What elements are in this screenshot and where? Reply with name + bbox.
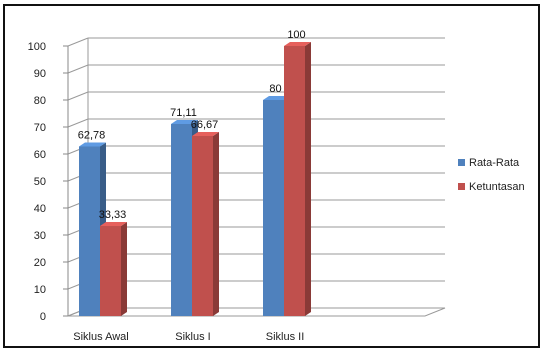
legend-swatch	[458, 159, 465, 166]
bar-top	[263, 96, 290, 100]
y-tick-label: 70	[34, 122, 46, 134]
bar-top	[284, 42, 311, 46]
bar-side	[213, 131, 219, 316]
legend-label: Ketuntasan	[469, 181, 525, 193]
bar-ketuntasan	[284, 46, 305, 316]
y-tick-label: 0	[40, 311, 46, 323]
bar-top	[192, 131, 219, 136]
y-tick-label: 20	[34, 257, 46, 269]
gridline-side	[67, 118, 89, 128]
bar-side	[121, 222, 127, 316]
data-label: 33,33	[99, 209, 127, 221]
gridline-side	[67, 91, 89, 101]
bar-ketuntasan	[192, 135, 213, 316]
gridline-side	[67, 37, 89, 47]
bar-rata-rata	[79, 146, 100, 316]
legend-swatch	[458, 183, 465, 190]
bar-top	[79, 142, 106, 147]
bar-side	[305, 42, 311, 316]
x-category-label: Siklus II	[266, 331, 305, 343]
bar-rata-rata	[171, 124, 192, 317]
y-tick-label: 60	[34, 149, 46, 161]
bar-top	[171, 120, 198, 125]
data-label: 100	[287, 29, 305, 41]
bar-ketuntasan	[100, 226, 121, 316]
x-category-label: Siklus I	[175, 331, 210, 343]
data-label: 80	[269, 83, 281, 95]
y-tick-label: 100	[28, 41, 46, 53]
y-tick-label: 50	[34, 176, 46, 188]
y-tick-label: 90	[34, 68, 46, 80]
y-tick-label: 40	[34, 203, 46, 215]
legend-label: Rata-Rata	[469, 157, 520, 169]
data-label: 71,11	[170, 107, 197, 119]
y-tick-label: 80	[34, 95, 46, 107]
y-tick-label: 10	[34, 284, 46, 296]
data-label: 62,78	[78, 129, 106, 141]
y-tick-label: 30	[34, 230, 46, 242]
bar-rata-rata	[263, 100, 284, 316]
x-category-label: Siklus Awal	[73, 331, 128, 343]
data-label: 66,67	[191, 119, 219, 131]
bar-top	[100, 222, 127, 227]
gridline-side	[67, 64, 89, 74]
